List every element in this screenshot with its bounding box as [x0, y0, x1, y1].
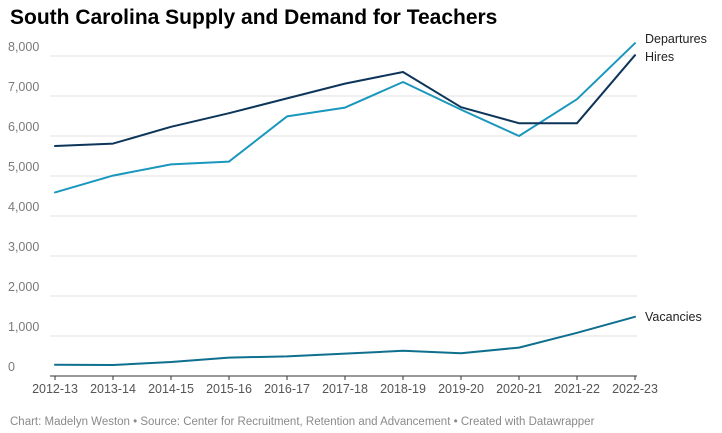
chart-footer-credit: Chart: Madelyn Weston • Source: Center f…: [10, 416, 595, 428]
data-point-departures: [517, 134, 522, 139]
y-tick-label: 4,000: [8, 200, 39, 214]
data-point-hires: [401, 70, 406, 75]
x-tick-label: 2015-16: [206, 382, 252, 396]
series-line-vacancies: [54, 315, 636, 366]
data-point-hires: [169, 124, 174, 129]
series-line-hires: [54, 54, 636, 147]
series-label-hires: Hires: [645, 50, 674, 64]
data-point-vacancies: [633, 314, 638, 319]
y-tick-label: 6,000: [8, 120, 39, 134]
data-point-hires: [53, 144, 58, 149]
series-lines: [53, 41, 638, 368]
data-point-hires: [633, 53, 638, 58]
x-tick-label: 2014-15: [148, 382, 194, 396]
x-tick-label: 2012-13: [32, 382, 78, 396]
gridlines: [50, 55, 637, 337]
x-tick-label: 2021-22: [554, 382, 600, 396]
data-point-vacancies: [111, 363, 116, 368]
data-point-hires: [285, 96, 290, 101]
data-point-departures: [285, 114, 290, 119]
axes: 0 1,000 2,000 3,000 4,000 5,000 6,000 7,000 8,00…: [8, 40, 658, 396]
data-point-hires: [459, 105, 464, 110]
data-point-hires: [227, 111, 232, 116]
data-point-vacancies: [517, 345, 522, 350]
data-point-hires: [111, 141, 116, 146]
data-point-hires: [575, 121, 580, 126]
y-tick-label: 7,000: [8, 80, 39, 94]
data-point-vacancies: [53, 362, 58, 367]
data-point-departures: [575, 97, 580, 102]
x-tick-label: 2018-19: [380, 382, 426, 396]
data-point-departures: [633, 41, 638, 46]
data-point-departures: [401, 80, 406, 85]
x-tick-label: 2022-23: [612, 382, 658, 396]
y-tick-label: 5,000: [8, 160, 39, 174]
data-point-hires: [517, 121, 522, 126]
data-point-vacancies: [459, 351, 464, 356]
y-tick-label: 8,000: [8, 40, 39, 54]
series-labels: Departures Hires Vacancies: [645, 32, 707, 324]
x-tick-label: 2013-14: [90, 382, 136, 396]
chart-title: South Carolina Supply and Demand for Tea…: [10, 6, 498, 29]
x-tick-label: 2019-20: [438, 382, 484, 396]
data-point-vacancies: [343, 351, 348, 356]
data-point-vacancies: [575, 330, 580, 335]
x-tick-label: 2020-21: [496, 382, 542, 396]
data-point-departures: [169, 162, 174, 167]
series-label-departures: Departures: [645, 32, 707, 46]
data-point-departures: [227, 159, 232, 164]
y-tick-label: 1,000: [8, 320, 39, 334]
data-point-departures: [343, 105, 348, 110]
data-point-vacancies: [401, 348, 406, 353]
y-tick-label: 2,000: [8, 280, 39, 294]
y-tick-label: 3,000: [8, 240, 39, 254]
y-tick-label: 0: [8, 360, 15, 374]
data-point-departures: [53, 190, 58, 195]
series-line-departures: [54, 42, 636, 194]
data-point-vacancies: [285, 354, 290, 359]
x-tick-label: 2016-17: [264, 382, 310, 396]
data-point-departures: [111, 173, 116, 178]
x-tick-label: 2017-18: [322, 382, 368, 396]
data-point-vacancies: [169, 360, 174, 365]
series-label-vacancies: Vacancies: [645, 310, 702, 324]
data-point-hires: [343, 81, 348, 86]
data-point-vacancies: [227, 355, 232, 360]
